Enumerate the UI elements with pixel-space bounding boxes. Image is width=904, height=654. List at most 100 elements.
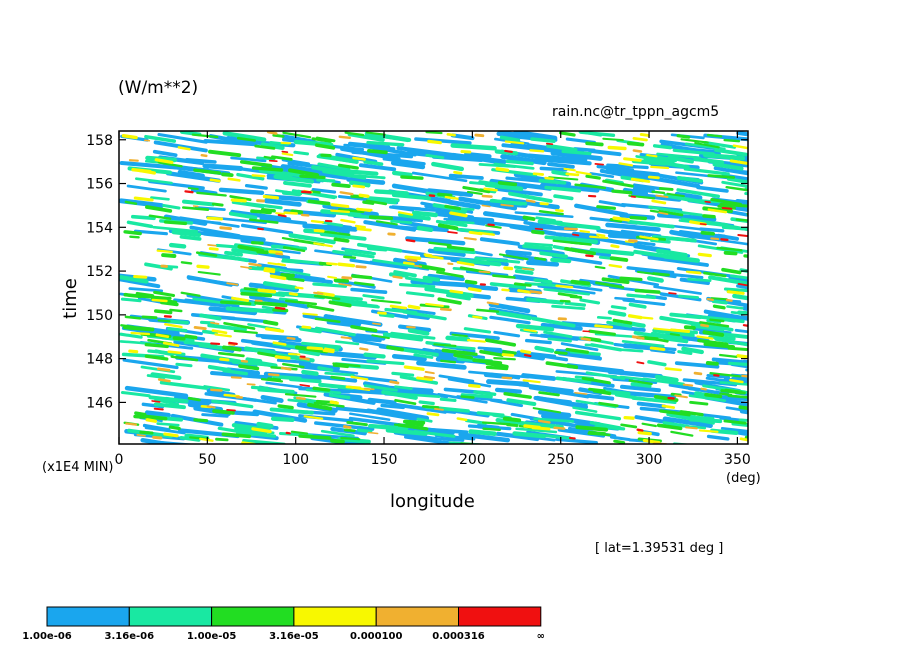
contour-streak [501,353,515,357]
contour-streak [293,150,309,156]
contour-streak [166,319,189,325]
contour-streak [264,327,285,333]
contour-streak [373,189,409,196]
contour-streak [397,211,414,216]
contour-streak [513,282,532,287]
contour-streak [240,288,286,297]
contour-streak [548,176,579,181]
contour-streak [437,297,462,305]
contour-streak [324,371,355,377]
contour-streak [609,218,623,223]
contour-streak [709,318,725,323]
contour-streak [613,439,626,444]
contour-streak [425,131,443,135]
contour-streak [503,392,532,399]
contour-streak [469,181,500,187]
color-legend: 1.00e-06 3.16e-06 1.00e-05 3.16e-05 0.000100… [22,606,545,642]
contour-streak [319,232,367,241]
contour-streak [681,211,703,217]
contour-streak [677,350,693,355]
contour-streak [310,219,325,224]
contour-streak [585,254,594,258]
contour-streak [668,292,677,295]
contour-streak [257,387,295,394]
contour-streak [676,175,703,183]
contour-streak [229,195,252,202]
contour-streak [726,225,748,231]
contour-streak [128,287,164,293]
contour-streak [446,293,471,301]
contour-streak [196,264,210,269]
y-tick-label: 156 [86,177,113,193]
contour-streak [721,207,733,210]
contour-streak [134,411,147,417]
contour-streak [123,230,142,236]
contour-streak [706,434,730,441]
legend-level-label: 3.16e-06 [105,631,155,642]
contour-streak [424,286,474,298]
contour-streak [154,309,173,315]
contour-streak [145,205,173,213]
contour-streak [706,319,722,324]
contour-streak [594,324,614,329]
contour-streak [589,172,615,178]
contour-streak [426,412,440,417]
contour-streak [736,310,748,316]
contour-streak [533,278,553,284]
contour-streak [436,270,464,278]
contour-streak [187,396,201,402]
contour-streak [707,174,736,179]
contour-streak [446,132,456,137]
contour-streak [330,438,345,444]
contour-streak [196,191,227,197]
contour-streak [539,251,568,259]
contour-streak [191,188,218,196]
contour-streak [606,163,649,170]
y-tick-label: 152 [86,264,113,280]
contour-streak [248,218,279,224]
contour-streak [726,177,748,185]
contour-streak [338,282,352,287]
contour-streak [529,290,543,295]
contour-streak [197,270,221,276]
contour-streak [357,242,403,253]
x-tick-label: 200 [459,452,486,468]
contour-streak [144,414,168,421]
contour-streak [152,435,163,440]
contour-streak [502,350,517,355]
contour-streak [396,146,458,158]
contour-streak [144,343,169,349]
contour-streak [435,356,466,364]
contour-streak [531,316,576,328]
contour-streak [476,308,500,313]
contour-streak [594,332,638,339]
y-tick-label: 146 [86,395,113,411]
contour-streak [290,209,304,215]
contour-streak [284,299,318,306]
contour-streak [468,230,483,236]
contour-streak [574,392,588,395]
contour-streak [368,215,394,221]
contour-streak [736,354,748,359]
contour-streak [267,262,287,267]
contour-streak [679,410,704,417]
contour-streak [282,258,326,266]
contour-streak [554,232,583,239]
contour-streak [362,200,375,205]
legend-level-label: 0.000316 [432,631,485,642]
contour-streak [700,387,708,391]
contour-streak [488,302,531,314]
contour-streak [537,409,572,418]
contour-streak [574,203,629,217]
legend-swatch [375,606,460,627]
contour-streak [405,238,416,243]
contour-streak [186,293,224,303]
contour-streak [460,150,472,154]
contour-streak [610,240,671,252]
contour-streak [310,190,321,194]
contour-streak [270,416,295,423]
contour-streak [716,246,743,252]
contour-streak [314,326,356,337]
contour-streak [552,239,585,245]
contour-streak [449,289,464,294]
